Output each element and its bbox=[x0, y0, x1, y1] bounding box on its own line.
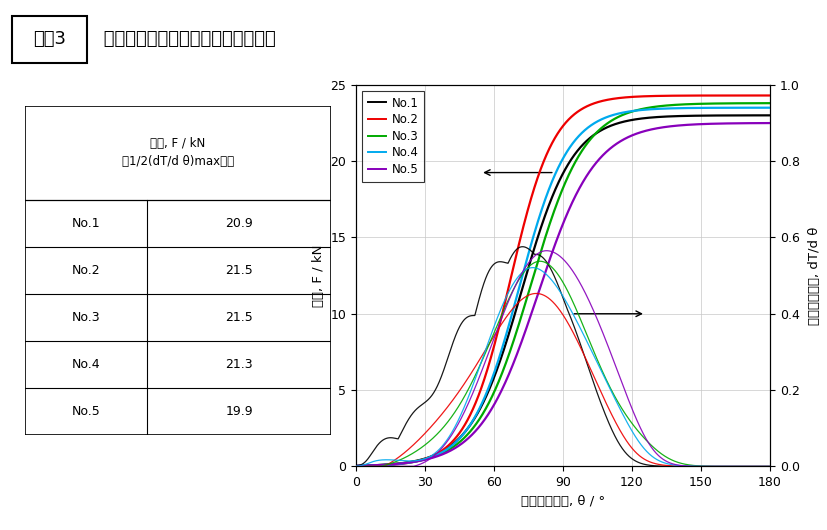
Text: 21.5: 21.5 bbox=[225, 311, 253, 324]
Text: No.1: No.1 bbox=[72, 217, 100, 230]
Text: 19.9: 19.9 bbox=[225, 404, 253, 418]
Y-axis label: 軸力, F / kN: 軸力, F / kN bbox=[312, 244, 324, 307]
Text: No.3: No.3 bbox=[72, 311, 100, 324]
Text: 軸力, F / kN
（1/2(dT/d θ)max時）: 軸力, F / kN （1/2(dT/d θ)max時） bbox=[122, 137, 234, 169]
Text: 事例3: 事例3 bbox=[33, 30, 66, 48]
Text: 21.3: 21.3 bbox=[225, 358, 253, 370]
Legend: No.1, No.2, No.3, No.4, No.5: No.1, No.2, No.3, No.4, No.5 bbox=[361, 91, 423, 182]
Bar bbox=[12, 16, 87, 63]
Text: 21.5: 21.5 bbox=[225, 264, 253, 277]
Text: No.2: No.2 bbox=[72, 264, 100, 277]
Text: 軸力管理方法の違い　トルク勾配法: 軸力管理方法の違い トルク勾配法 bbox=[98, 30, 275, 48]
X-axis label: 締付け回転角, θ / °: 締付け回転角, θ / ° bbox=[520, 494, 605, 508]
Y-axis label: トルクこう配, dT/d θ: トルクこう配, dT/d θ bbox=[807, 226, 820, 325]
Text: 20.9: 20.9 bbox=[225, 217, 253, 230]
Text: No.5: No.5 bbox=[72, 404, 100, 418]
Text: No.4: No.4 bbox=[72, 358, 100, 370]
